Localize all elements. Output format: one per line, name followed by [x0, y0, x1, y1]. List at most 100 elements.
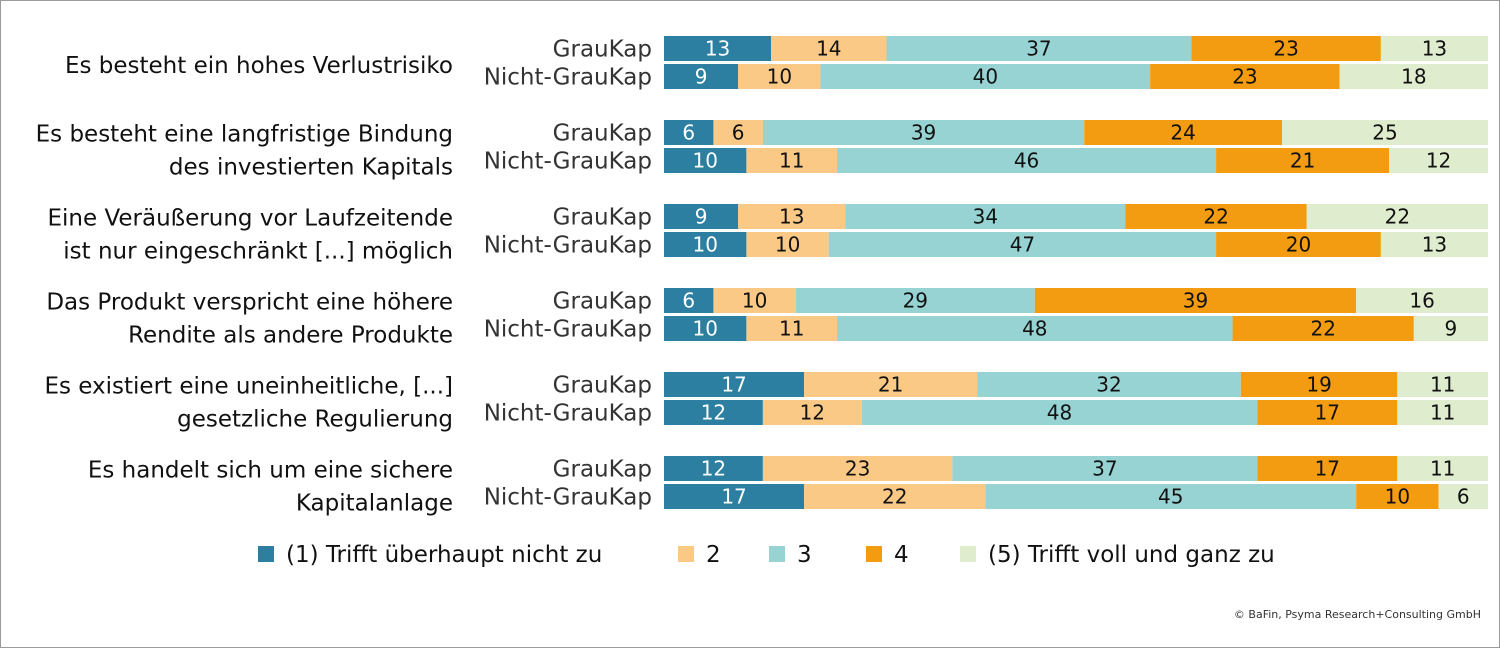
bar-segment	[664, 148, 747, 173]
legend-swatch	[960, 546, 976, 562]
data-label: 29	[903, 289, 928, 313]
data-label: 37	[1026, 37, 1051, 61]
data-label: 10	[692, 149, 717, 173]
group-label: Nicht-GrauKap	[484, 317, 652, 343]
group-label: Nicht-GrauKap	[484, 401, 652, 427]
category-label: Es besteht ein hohes Verlustrisiko	[65, 53, 453, 79]
bar-segment	[985, 484, 1357, 509]
bar-segment	[664, 316, 747, 341]
data-label: 11	[1430, 457, 1455, 481]
bar-segment	[1150, 64, 1340, 89]
data-label: 20	[1286, 233, 1311, 257]
data-label: 17	[721, 373, 746, 397]
group-label: Nicht-GrauKap	[484, 485, 652, 511]
data-label: 48	[1022, 317, 1047, 341]
data-label: 10	[742, 289, 767, 313]
bar-segment	[664, 372, 805, 397]
bar-segment	[1216, 232, 1381, 257]
bar-segment	[1389, 148, 1488, 173]
data-label: 9	[1445, 317, 1458, 341]
bar-segment	[1380, 36, 1488, 61]
data-label: 34	[973, 205, 998, 229]
data-label: 10	[1385, 485, 1410, 509]
data-label: 9	[695, 205, 708, 229]
data-label: 16	[1409, 289, 1434, 313]
bar-segment	[804, 484, 986, 509]
data-label: 40	[973, 65, 998, 89]
category-label: Es handelt sich um eine sichere	[88, 458, 453, 484]
data-label: 13	[779, 205, 804, 229]
group-label: GrauKap	[553, 205, 652, 231]
data-label: 22	[1385, 205, 1410, 229]
group-label: GrauKap	[553, 37, 652, 63]
data-label: 13	[705, 37, 730, 61]
bar-segment	[1397, 456, 1488, 481]
legend-swatch	[769, 546, 785, 562]
category-label: Es existiert eine uneinheitliche, [...]	[44, 374, 453, 400]
category-label: Eine Veräußerung vor Laufzeitende	[48, 206, 454, 232]
bar-segment	[664, 120, 714, 145]
category-label: Kapitalanlage	[296, 491, 453, 517]
data-label: 24	[1170, 121, 1195, 145]
data-label: 9	[695, 65, 708, 89]
data-label: 13	[1422, 37, 1447, 61]
bar-segment	[1306, 204, 1488, 229]
data-label: 22	[882, 485, 907, 509]
data-label: 10	[767, 65, 792, 89]
bar-segment	[837, 148, 1217, 173]
legend-label: 2	[706, 542, 721, 568]
bar-segment	[861, 400, 1258, 425]
bar-segment	[795, 288, 1035, 313]
bar-segment	[1191, 36, 1381, 61]
data-label: 17	[721, 485, 746, 509]
bar-segment	[1339, 64, 1488, 89]
bar-segment	[845, 204, 1126, 229]
data-label: 13	[1422, 233, 1447, 257]
bar-segment	[771, 36, 887, 61]
bar-segment	[837, 316, 1233, 341]
bar-segment	[1282, 120, 1488, 145]
bar-segment	[1413, 316, 1488, 341]
bar-segment	[1232, 316, 1414, 341]
bar-segment	[1240, 372, 1398, 397]
data-label: 12	[701, 457, 726, 481]
data-label: 45	[1158, 485, 1183, 509]
data-label: 21	[1290, 149, 1315, 173]
group-label: GrauKap	[553, 289, 652, 315]
data-label: 32	[1096, 373, 1121, 397]
bar-segment	[1084, 120, 1282, 145]
bar-segment	[1216, 148, 1390, 173]
bar-segment	[828, 232, 1217, 257]
bar-segment	[664, 232, 747, 257]
bar-segment	[746, 316, 838, 341]
data-label: 39	[1183, 289, 1208, 313]
group-label: GrauKap	[553, 373, 652, 399]
bar-segment	[1257, 400, 1398, 425]
bar-segment	[664, 484, 805, 509]
bar-segment	[804, 372, 978, 397]
bar-segment	[738, 64, 821, 89]
data-label: 39	[911, 121, 936, 145]
group-label: Nicht-GrauKap	[484, 149, 652, 175]
data-label: 46	[1014, 149, 1039, 173]
data-label: 6	[732, 121, 745, 145]
legend-swatch	[678, 546, 694, 562]
bar-segment	[762, 400, 862, 425]
data-label: 48	[1047, 401, 1072, 425]
bar-segment	[952, 456, 1258, 481]
category-label: Rendite als andere Produkte	[128, 323, 453, 349]
bar-segment	[713, 120, 763, 145]
data-label: 11	[1430, 373, 1455, 397]
data-label: 6	[1457, 485, 1470, 509]
bar-segment	[746, 148, 838, 173]
data-label: 11	[779, 317, 804, 341]
data-label: 23	[1273, 37, 1298, 61]
data-label: 11	[779, 149, 804, 173]
data-label: 25	[1372, 121, 1397, 145]
legend-label: (1) Trifft überhaupt nicht zu	[286, 542, 602, 568]
data-label: 6	[682, 121, 695, 145]
data-label: 12	[800, 401, 825, 425]
bar-segment	[1397, 372, 1488, 397]
data-label: 14	[816, 37, 841, 61]
